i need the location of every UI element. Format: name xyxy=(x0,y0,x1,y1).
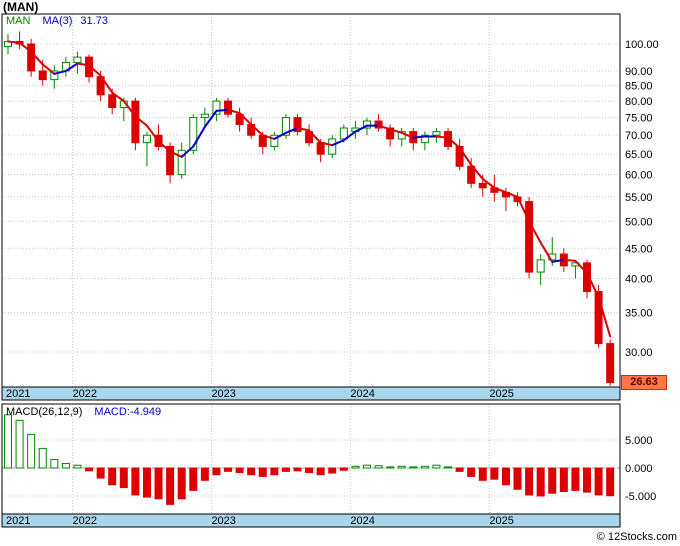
macd-histogram xyxy=(4,414,615,505)
candle xyxy=(200,107,209,129)
price-legend: MAN MA(3) 31.73 xyxy=(6,15,108,27)
candle xyxy=(583,259,591,299)
macd-tick-label: 0.000 xyxy=(625,463,653,475)
price-tick-label: 75.00 xyxy=(625,113,653,125)
candle xyxy=(386,124,395,147)
candle xyxy=(50,65,59,89)
price-tick-label: 50.00 xyxy=(625,216,653,228)
candle xyxy=(270,131,279,151)
price-tick-label: 80.00 xyxy=(625,96,653,108)
candle xyxy=(61,57,70,77)
price-tick-label: 55.00 xyxy=(625,192,653,204)
candle xyxy=(27,38,36,77)
panel-borders xyxy=(1,13,621,528)
ma-value: 31.73 xyxy=(80,15,108,27)
year-label: 2021 xyxy=(6,388,30,400)
price-tick-label: 35.00 xyxy=(625,308,653,320)
candle xyxy=(397,128,406,147)
macd-tick-label: 5.000 xyxy=(625,435,653,447)
price-tick-label: 45.00 xyxy=(625,243,653,255)
price-tick-label: 100.00 xyxy=(625,39,659,51)
year-label: 2024 xyxy=(350,388,374,400)
candle xyxy=(536,254,545,285)
axis-bands xyxy=(2,387,620,527)
candle xyxy=(142,131,151,167)
year-label-macd: 2021 xyxy=(6,515,30,527)
axis-labels: 100.00 90.00 85.00 80.00 75.00 70.00 65.00 60.0… xyxy=(6,39,659,527)
price-tick-label: 90.00 xyxy=(625,66,653,78)
gridlines xyxy=(2,14,620,514)
candle xyxy=(455,138,464,171)
ma3-line xyxy=(7,40,612,338)
price-tick-label: 60.00 xyxy=(625,170,653,182)
candle xyxy=(328,135,337,159)
year-label-macd: 2025 xyxy=(489,515,513,527)
candle xyxy=(85,54,94,83)
ma-label: MA(3) xyxy=(42,15,73,27)
candle xyxy=(281,114,290,139)
year-label-macd: 2022 xyxy=(72,515,96,527)
year-label: 2022 xyxy=(72,388,96,400)
year-label: 2025 xyxy=(489,388,513,400)
candle xyxy=(4,33,12,55)
copyright-link[interactable]: © 12Stocks.com xyxy=(596,531,677,543)
candle xyxy=(131,97,140,151)
year-label: 2023 xyxy=(211,388,235,400)
candle xyxy=(305,124,314,147)
macd-tick-label: -5.000 xyxy=(625,491,656,503)
candle xyxy=(525,196,534,279)
macd-value: MACD:-4.949 xyxy=(94,406,162,418)
candle xyxy=(444,128,453,151)
price-tick-label: 40.00 xyxy=(625,273,653,285)
candle xyxy=(432,128,441,143)
candle xyxy=(374,114,383,132)
year-label-macd: 2023 xyxy=(211,515,235,527)
candle xyxy=(420,131,429,151)
candle xyxy=(15,31,24,50)
macd-label: MACD(26,12,9) xyxy=(6,406,83,418)
page-title: (MAN) xyxy=(3,0,39,14)
price-tick-label: 65.00 xyxy=(625,149,653,161)
candle xyxy=(166,142,175,184)
candle xyxy=(235,107,244,132)
macd-legend: MACD(26,12,9) MACD:-4.949 xyxy=(6,406,161,418)
price-tick-label: 30.00 xyxy=(625,347,653,359)
price-tick-label: 70.00 xyxy=(625,130,653,142)
ticker-symbol: MAN xyxy=(6,15,31,27)
candle xyxy=(177,142,186,179)
candle xyxy=(409,128,418,151)
last-price-badge: 26.63 xyxy=(621,375,667,390)
candle xyxy=(606,339,615,386)
candle xyxy=(293,114,302,136)
candle xyxy=(224,97,233,118)
year-label-macd: 2024 xyxy=(350,515,374,527)
price-tick-label: 85.00 xyxy=(625,81,653,93)
candle xyxy=(212,97,221,122)
